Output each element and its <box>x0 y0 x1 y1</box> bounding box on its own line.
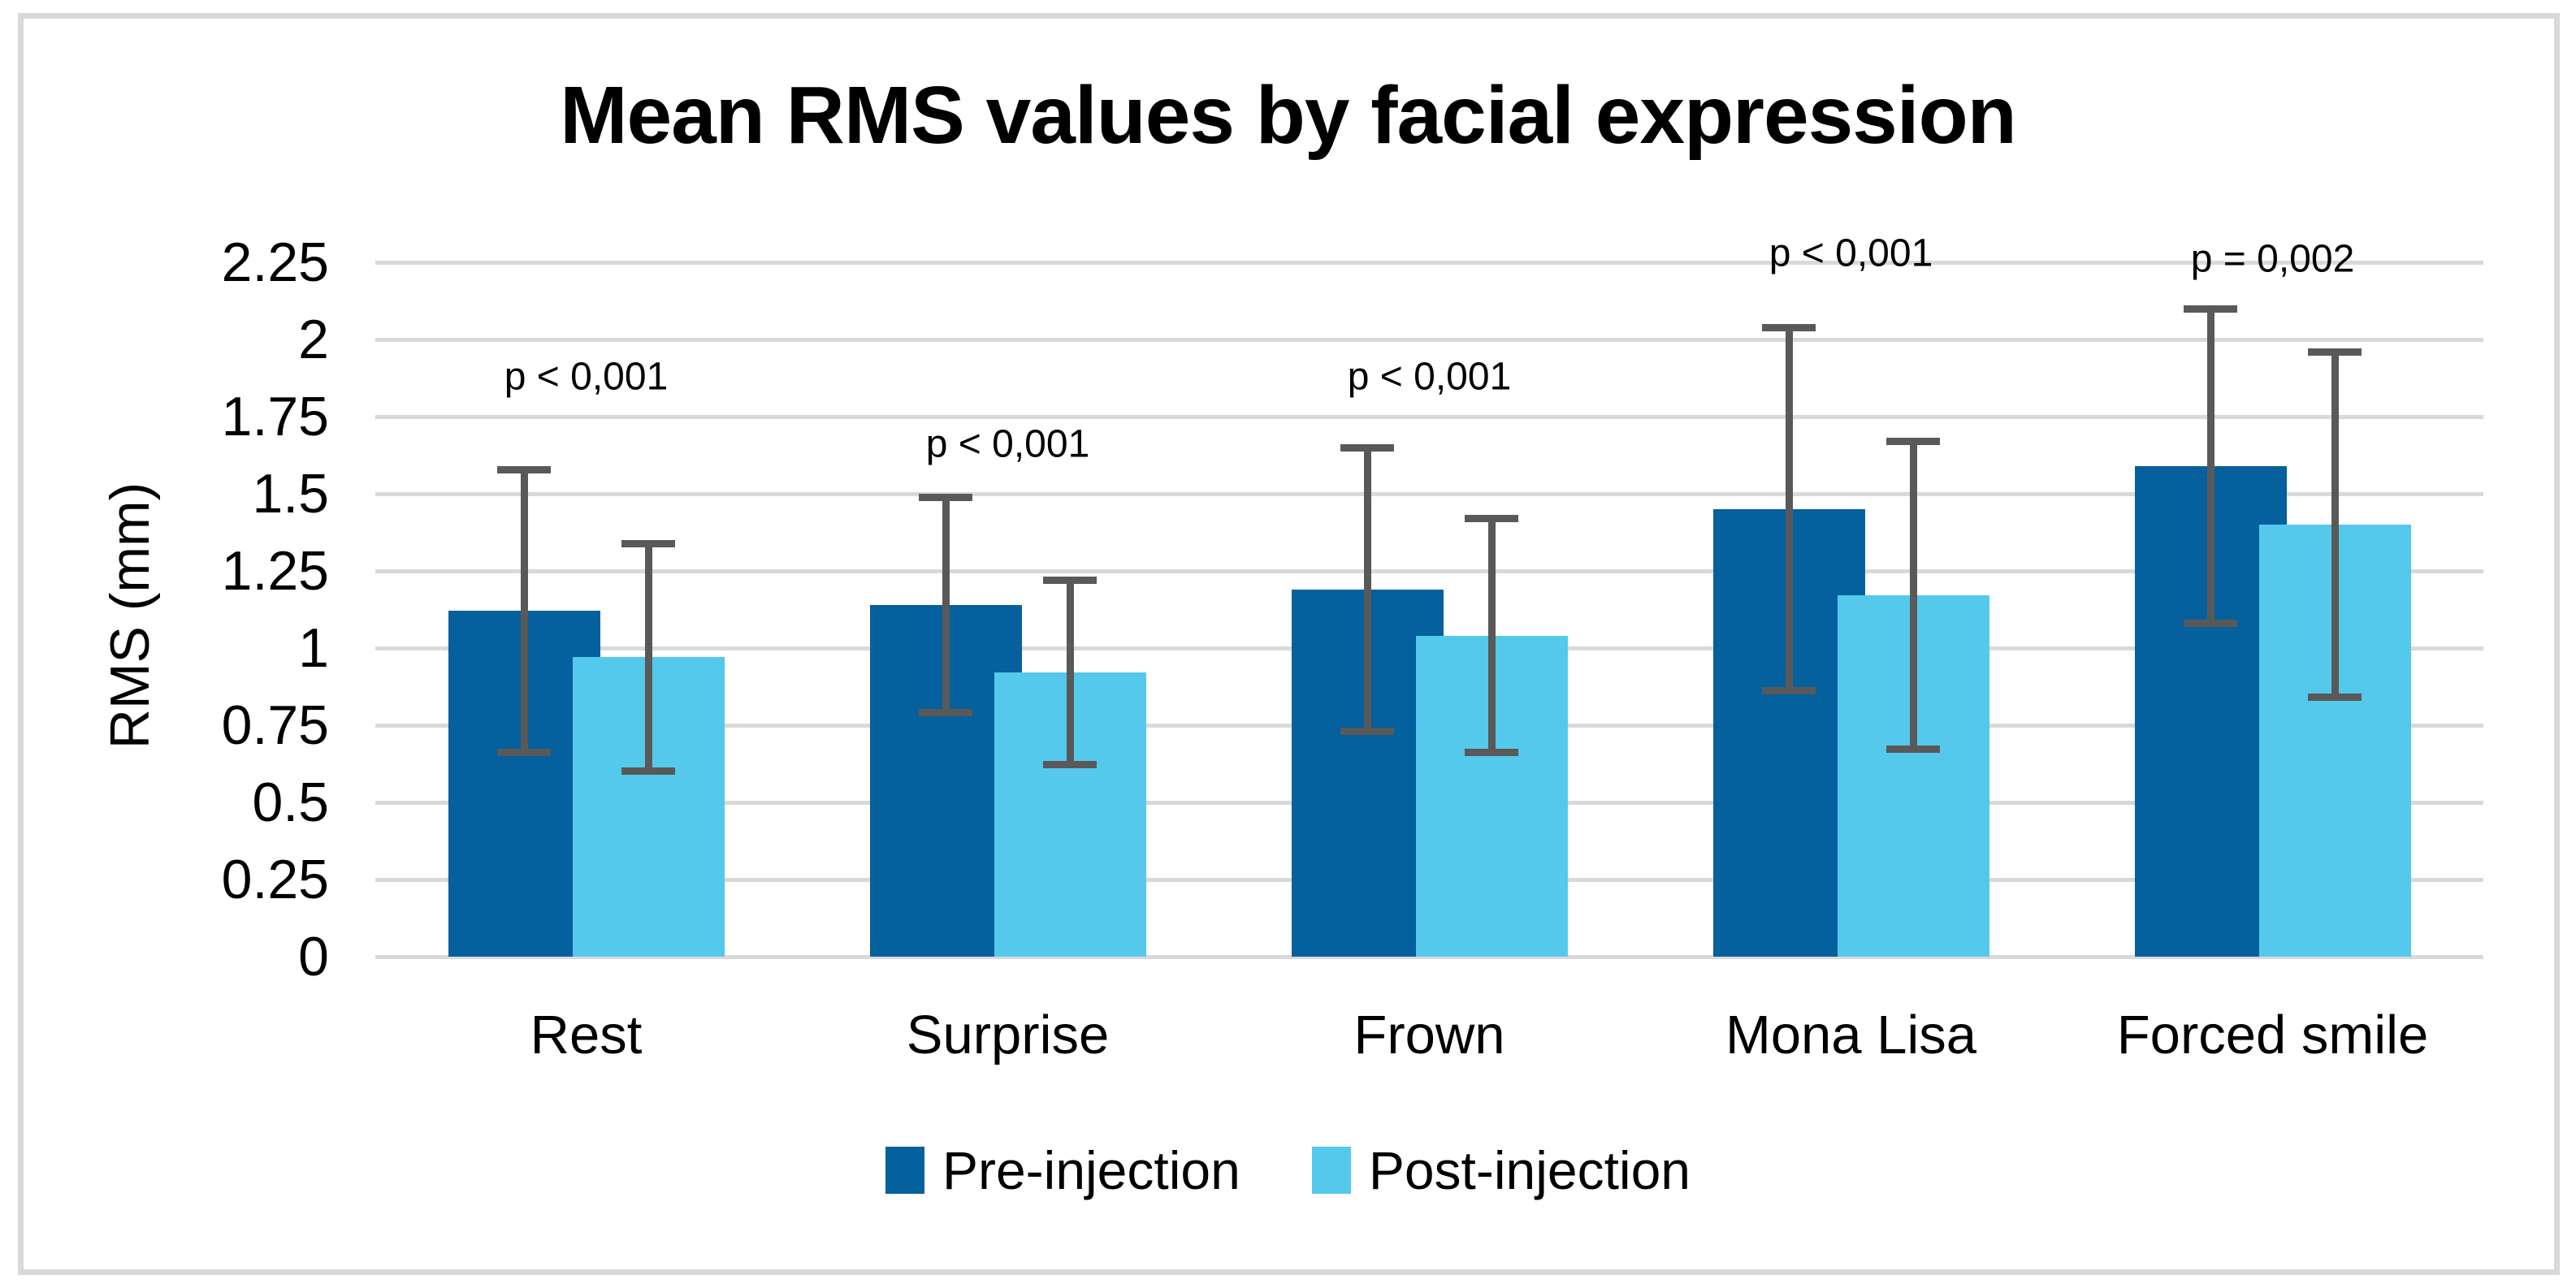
x-axis-label-mona-lisa: Mona Lisa <box>1725 1005 1977 1065</box>
legend-item-post-injection: Post-injection <box>1311 1140 1691 1200</box>
p-value-label-forced-smile: p = 0,002 <box>2190 237 2355 281</box>
legend-label-pre-injection: Pre-injection <box>942 1140 1240 1200</box>
x-axis-label-surprise: Surprise <box>906 1005 1110 1065</box>
y-axis-tick-label: 1.5 <box>252 463 329 525</box>
error-bar-line <box>2206 309 2214 624</box>
error-bar-cap-bottom <box>1340 727 1394 735</box>
y-axis-tick-label: 0.5 <box>252 772 329 833</box>
error-bar-cap-bottom <box>919 708 972 716</box>
gridline <box>375 338 2483 342</box>
y-axis-tick-label: 0.25 <box>221 849 329 910</box>
y-axis-tick-label: 1 <box>298 617 329 679</box>
error-bar-cap-top <box>1340 444 1394 452</box>
error-bar-cap-bottom <box>497 749 551 757</box>
error-bar-cap-top <box>2308 348 2362 357</box>
legend-swatch-pre-injection <box>885 1147 924 1194</box>
y-axis-tick-label: 2.25 <box>221 231 329 293</box>
error-bar-cap-bottom <box>1886 746 1940 754</box>
gridline <box>375 415 2483 419</box>
p-value-label-surprise: p < 0,001 <box>925 422 1090 466</box>
error-bar-cap-top <box>1043 577 1097 585</box>
gridline <box>375 492 2483 496</box>
p-value-label-rest: p < 0,001 <box>504 355 669 399</box>
chart-title: Mean RMS values by facial expression <box>560 70 2017 161</box>
error-bar-line <box>1487 518 1496 754</box>
error-bar-line <box>1363 447 1371 732</box>
x-axis-label-rest: Rest <box>530 1005 643 1065</box>
gridline <box>375 261 2483 265</box>
p-value-label-mona-lisa: p < 0,001 <box>1769 231 1933 275</box>
error-bar-line <box>1066 580 1074 766</box>
gridline <box>375 955 2483 959</box>
error-bar-line <box>2331 352 2339 698</box>
error-bar-cap-top <box>1465 515 1518 523</box>
error-bar-line <box>942 496 950 713</box>
x-axis-label-frown: Frown <box>1353 1005 1505 1065</box>
error-bar-cap-top <box>621 539 675 547</box>
gridline <box>375 569 2483 573</box>
error-bar-cap-bottom <box>2308 693 2362 701</box>
legend-item-pre-injection: Pre-injection <box>885 1143 1240 1197</box>
error-bar-cap-top <box>1762 323 1816 331</box>
error-bar-cap-top <box>919 493 972 501</box>
error-bar-cap-bottom <box>1043 761 1097 769</box>
y-axis-tick-label: 1.25 <box>221 540 329 602</box>
y-axis-tick-label: 2 <box>298 309 329 370</box>
error-bar-cap-top <box>2184 305 2237 313</box>
x-axis-label-forced-smile: Forced smile <box>2116 1005 2429 1065</box>
error-bar-cap-bottom <box>2184 619 2237 627</box>
error-bar-cap-top <box>1886 438 1940 446</box>
y-axis-tick-label: 0 <box>298 926 329 988</box>
legend-swatch-post-injection <box>1311 1147 1351 1194</box>
error-bar-cap-bottom <box>621 767 675 775</box>
y-axis-tick-label: 0.75 <box>221 694 329 756</box>
legend-label-post-injection: Post-injection <box>1368 1140 1691 1200</box>
p-value-label-frown: p < 0,001 <box>1347 355 1512 399</box>
legend: Pre-injection Post-injection <box>0 1143 2576 1197</box>
y-axis-tick-label: 1.75 <box>221 386 329 447</box>
error-bar-line <box>644 542 652 772</box>
error-bar-line <box>1785 326 1793 692</box>
error-bar-cap-top <box>497 465 551 473</box>
error-bar-cap-bottom <box>1762 687 1816 695</box>
error-bar-line <box>1909 441 1917 750</box>
error-bar-line <box>520 469 528 754</box>
error-bar-cap-bottom <box>1465 749 1518 757</box>
